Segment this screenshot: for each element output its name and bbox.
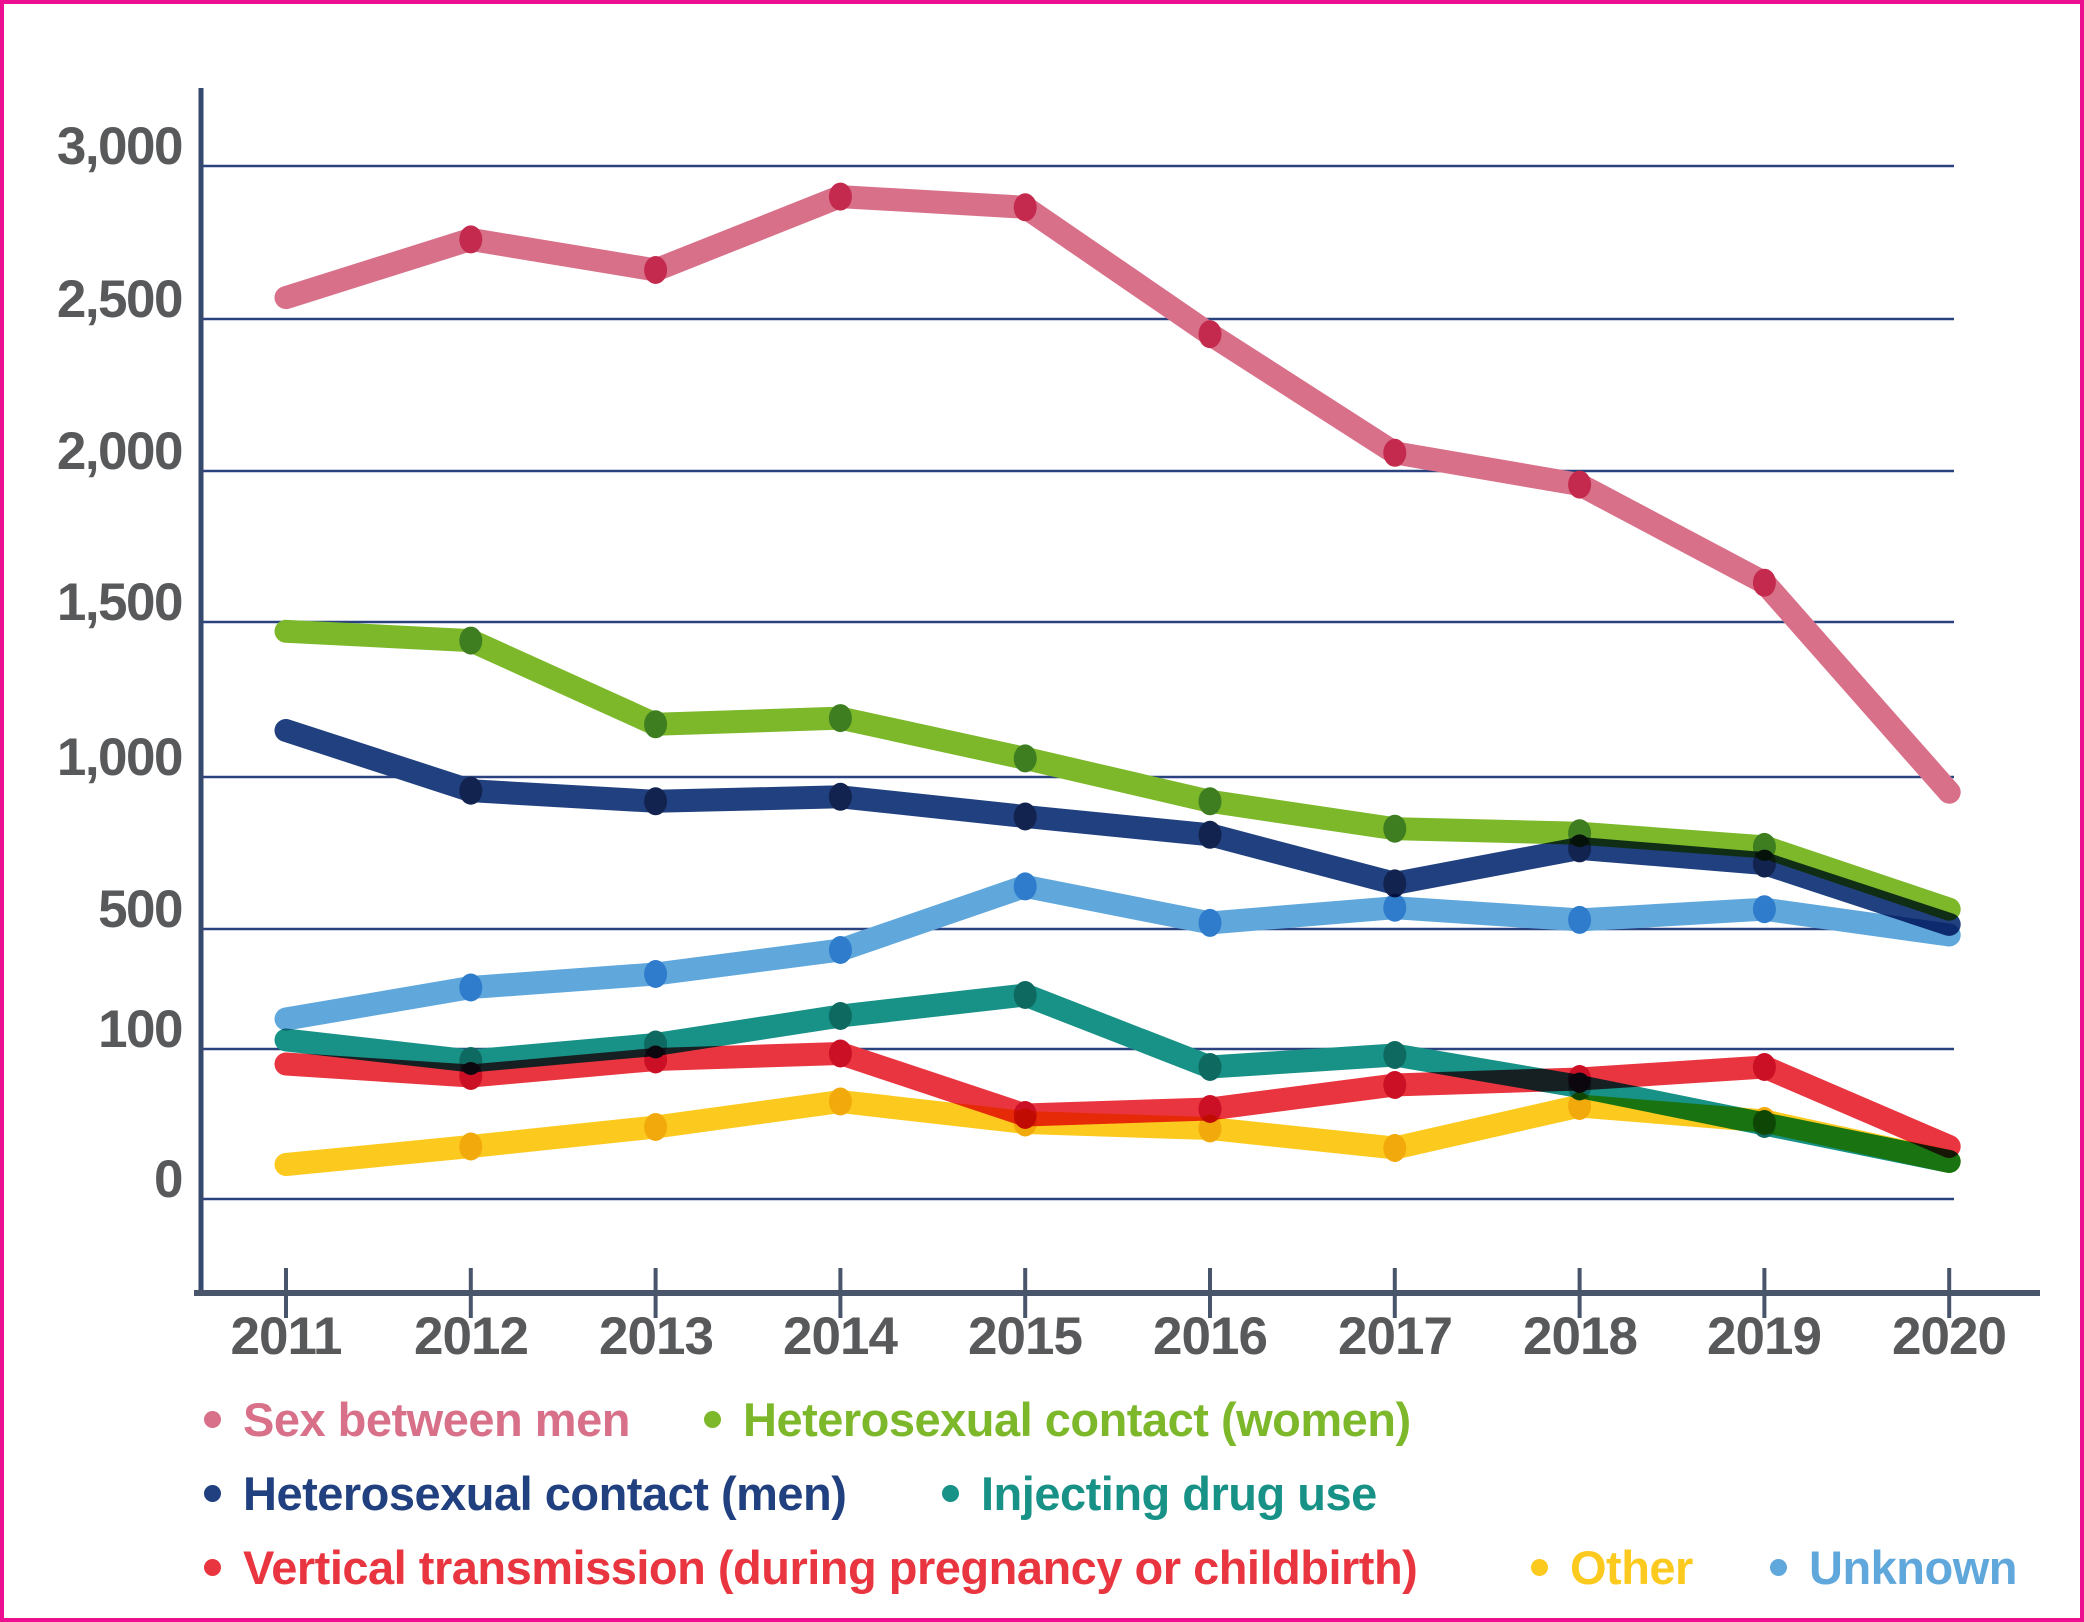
data-point-marker bbox=[1568, 470, 1592, 499]
x-axis-labels: 2011 2012 2013 2014 2015 2016 2017 2018 … bbox=[231, 1307, 2007, 1366]
data-point-marker bbox=[1752, 1053, 1776, 1081]
x-tick-label: 2017 bbox=[1338, 1307, 1452, 1366]
y-axis-labels: 3,000 2,500 2,000 1,500 1,000 500 100 0 bbox=[57, 117, 184, 1209]
data-point-marker bbox=[644, 1113, 668, 1141]
y-tick-label: 100 bbox=[98, 1000, 182, 1059]
data-point-marker bbox=[1198, 1053, 1222, 1081]
x-tick-label: 2019 bbox=[1707, 1307, 1821, 1366]
data-point-marker bbox=[1568, 905, 1592, 934]
data-point-marker bbox=[828, 704, 852, 733]
data-point-marker bbox=[644, 710, 668, 739]
series-line bbox=[274, 619, 1961, 921]
data-point-marker bbox=[1752, 568, 1776, 597]
data-point-marker bbox=[828, 182, 852, 211]
data-point-marker bbox=[828, 1002, 852, 1030]
y-tick-label: 3,000 bbox=[57, 117, 182, 176]
x-tick-label: 2016 bbox=[1153, 1307, 1267, 1366]
data-point-marker bbox=[644, 1030, 668, 1059]
data-point-marker bbox=[1198, 1114, 1222, 1143]
y-tick-label: 2,000 bbox=[57, 422, 182, 481]
data-point-marker bbox=[459, 225, 483, 254]
series-injecting-drug-use bbox=[274, 981, 1961, 1173]
data-point-marker bbox=[459, 1047, 483, 1075]
series-line bbox=[274, 719, 1961, 936]
data-point-marker bbox=[1383, 893, 1407, 922]
series-line bbox=[274, 1042, 1961, 1158]
series-line bbox=[274, 983, 1961, 1173]
data-point-marker bbox=[459, 776, 483, 805]
data-point-marker bbox=[459, 626, 483, 655]
x-tick-label: 2020 bbox=[1892, 1307, 2006, 1366]
data-point-marker bbox=[644, 256, 668, 284]
data-point-marker bbox=[828, 1039, 852, 1068]
data-point-marker bbox=[644, 787, 668, 816]
y-tick-label: 1,500 bbox=[57, 573, 182, 632]
series-line bbox=[274, 185, 1961, 804]
data-point-marker bbox=[1013, 744, 1037, 773]
data-point-marker bbox=[1013, 1101, 1037, 1129]
data-point-marker bbox=[1013, 802, 1037, 831]
data-point-marker bbox=[1013, 981, 1037, 1009]
x-tick-label: 2011 bbox=[231, 1307, 342, 1366]
series-heterosexual-contact-women bbox=[274, 619, 1961, 921]
data-point-marker bbox=[1752, 832, 1776, 861]
data-point-marker bbox=[1013, 193, 1037, 222]
data-point-marker bbox=[1568, 819, 1592, 848]
gridline-group bbox=[203, 164, 1954, 1201]
data-point-marker bbox=[1013, 872, 1037, 901]
data-point-marker bbox=[1198, 908, 1222, 937]
x-tick-group bbox=[284, 1268, 1952, 1318]
data-point-marker bbox=[1383, 869, 1407, 898]
x-tick-label: 2012 bbox=[414, 1307, 528, 1366]
data-point-marker bbox=[1383, 438, 1407, 467]
data-point-marker bbox=[1383, 1134, 1407, 1162]
data-point-marker bbox=[1198, 787, 1222, 816]
x-tick-label: 2018 bbox=[1523, 1307, 1637, 1366]
series-layer bbox=[274, 182, 1961, 1176]
data-point-marker bbox=[459, 1132, 483, 1161]
series-unknown bbox=[274, 872, 1961, 1031]
y-tick-label: 1,000 bbox=[57, 728, 182, 787]
data-point-marker bbox=[1383, 1041, 1407, 1069]
y-tick-label: 500 bbox=[98, 880, 182, 939]
data-point-marker bbox=[828, 1087, 852, 1116]
x-tick-label: 2014 bbox=[783, 1307, 898, 1366]
data-point-marker bbox=[1383, 814, 1407, 843]
data-point-marker bbox=[1198, 820, 1222, 849]
series-sex-between-men bbox=[274, 182, 1961, 804]
data-point-marker bbox=[828, 782, 852, 811]
series-other bbox=[274, 1087, 1961, 1176]
x-tick-label: 2015 bbox=[968, 1307, 1082, 1366]
data-point-marker bbox=[1568, 1072, 1592, 1101]
data-point-marker bbox=[1198, 320, 1222, 349]
chart-svg: 3,000 2,500 2,000 1,500 1,000 500 100 0 … bbox=[57, 88, 2040, 1366]
y-tick-label: 2,500 bbox=[57, 270, 182, 329]
data-point-marker bbox=[459, 973, 483, 1002]
data-point-marker bbox=[1752, 1110, 1776, 1138]
data-point-marker bbox=[644, 960, 668, 988]
x-tick-label: 2013 bbox=[599, 1307, 713, 1366]
data-point-marker bbox=[828, 936, 852, 964]
series-line bbox=[274, 874, 1961, 1031]
data-point-marker bbox=[1752, 895, 1776, 924]
y-tick-label: 0 bbox=[154, 1150, 182, 1209]
data-point-marker bbox=[1198, 1095, 1222, 1123]
data-point-marker bbox=[1383, 1071, 1407, 1099]
